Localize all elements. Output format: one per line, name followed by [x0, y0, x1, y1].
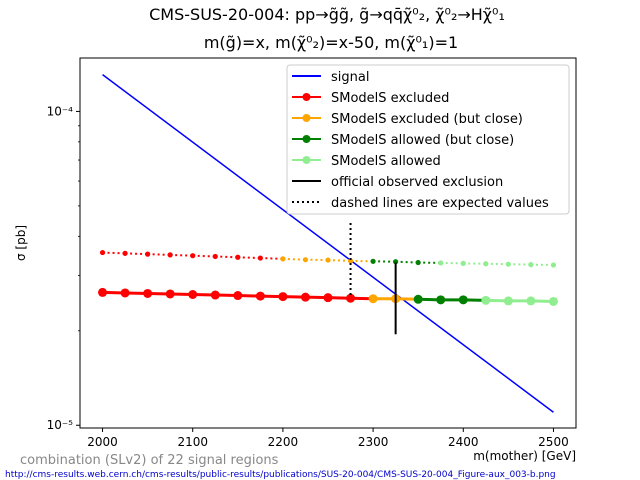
expected-point [212, 253, 218, 260]
expected-point [370, 258, 376, 264]
expected-point [505, 261, 511, 267]
x-tick-label: 2500 [538, 435, 569, 449]
expected-segment [170, 253, 193, 257]
expected-point [550, 262, 557, 268]
expected-point [167, 252, 173, 258]
expected-point [122, 250, 128, 256]
expected-point [438, 260, 444, 266]
expected-segment [125, 252, 148, 256]
observed-point [300, 292, 310, 302]
legend-item-label: signal [331, 70, 369, 85]
y-axis-label: σ [pb] [14, 225, 28, 261]
observed-point [503, 296, 513, 306]
axes: 2000 2100 2200 2300 2400 2500 10⁻⁴ 10⁻⁵ [47, 57, 577, 449]
x-tick-label: 2400 [448, 435, 479, 449]
x-tick-label: 2000 [87, 435, 118, 449]
expected-point [393, 259, 399, 265]
observed-point [346, 293, 356, 303]
expected-segment [237, 256, 261, 260]
expected-point [257, 255, 263, 261]
expected-point [415, 259, 421, 266]
observed-point [368, 294, 378, 304]
expected-point [302, 257, 309, 263]
observed-point [278, 292, 288, 302]
expected-point [483, 261, 489, 267]
legend-item-label: SModelS allowed (but close) [331, 133, 514, 148]
expected-point [325, 257, 331, 263]
y-tick-label: 10⁻⁴ [47, 104, 74, 118]
legend: signal SModelS excluded SModelS excluded (… [286, 64, 570, 215]
legend-swatch-marker [302, 114, 311, 122]
legend-item-label: dashed lines are expected values [331, 196, 549, 211]
y-tick-label: 10⁻⁵ [47, 418, 74, 432]
observed-point [165, 289, 175, 299]
observed-point [188, 289, 198, 299]
expected-point [280, 256, 286, 262]
observed-point [436, 295, 446, 305]
expected-segment [102, 251, 126, 255]
expected-segment [192, 254, 216, 258]
expected-segment [327, 259, 351, 262]
expected-segment [260, 257, 283, 260]
expected-point [528, 262, 534, 268]
observed-point [548, 296, 558, 306]
legend-swatch-marker [302, 156, 311, 164]
observed-point [458, 295, 468, 305]
legend-swatch-marker [302, 93, 311, 101]
observed-point [233, 291, 243, 301]
legend-item-label: SModelS excluded (but close) [331, 112, 523, 127]
x-tick-label: 2300 [358, 435, 389, 449]
observed-point [413, 294, 423, 304]
x-axis-label: m(mother) [GeV] [473, 449, 576, 463]
legend-swatch-marker [302, 135, 311, 143]
x-tick-label: 2200 [268, 435, 299, 449]
observed-point [210, 290, 220, 300]
expected-segment [215, 255, 238, 259]
axes-frame [79, 57, 577, 429]
observed-point [526, 296, 536, 306]
expected-point [145, 251, 151, 257]
x-tick-label: 2100 [177, 435, 208, 449]
legend-box [286, 64, 570, 215]
legend-item-label: official observed exclusion [331, 175, 503, 190]
chart-subtitle: m(g̃)=x, m(χ̃⁰₂)=x-50, m(χ̃⁰₁)=1 [204, 33, 458, 52]
expected-point [460, 260, 466, 266]
observed-point [98, 287, 108, 297]
legend-item-label: SModelS allowed [331, 154, 441, 169]
observed-point [323, 293, 333, 303]
legend-item-label: SModelS excluded [331, 91, 449, 106]
expected-point [235, 254, 241, 260]
expected-segment [395, 260, 419, 264]
expected-point [99, 249, 106, 256]
observed-point [481, 295, 491, 305]
observed-point [143, 288, 153, 298]
footer-note: combination (SLv2) of 22 signal regions [20, 453, 279, 468]
plot-area [98, 74, 558, 413]
expected-point [190, 253, 196, 259]
observed-point [255, 291, 265, 301]
expected-segment [147, 253, 171, 256]
signal-line [102, 74, 554, 413]
footer-url: http://cms-results.web.cern.ch/cms-resul… [5, 470, 556, 480]
expected-point [347, 258, 354, 264]
chart-title: CMS-SUS-20-004: pp→g̃g̃, g̃→qq̄χ̃⁰₂, χ̃⁰… [149, 5, 505, 24]
expected-segment [282, 257, 306, 261]
observed-point [120, 288, 130, 298]
